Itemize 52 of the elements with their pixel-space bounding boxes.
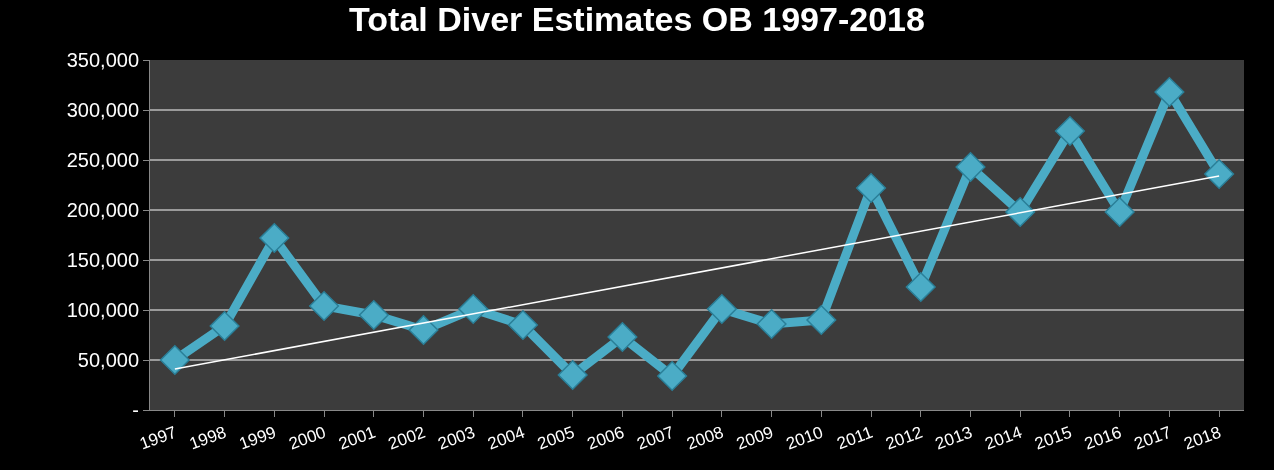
y-tick-label: 250,000 (66, 149, 139, 171)
point (955, 151, 986, 183)
point (607, 321, 638, 353)
x-tick-label: 2016 (1081, 422, 1124, 454)
point (358, 299, 389, 331)
y-tick-label: 100,000 (66, 299, 139, 321)
point (1204, 158, 1235, 190)
point (806, 304, 837, 336)
point (905, 271, 936, 303)
x-tick-label: 2008 (684, 422, 727, 454)
point (756, 308, 787, 340)
point (1104, 196, 1135, 228)
x-tick-label: 2006 (584, 422, 627, 454)
point (259, 222, 290, 254)
x-tick-label: 1998 (186, 422, 229, 454)
x-tick-label: 2013 (932, 422, 975, 454)
x-tick-label: 2012 (883, 422, 926, 454)
y-tick-label: 200,000 (66, 199, 139, 221)
y-tick-label: 300,000 (66, 99, 139, 121)
point (309, 290, 340, 322)
y-tick-label: 350,000 (66, 49, 139, 71)
x-tick-label: 2009 (733, 422, 776, 454)
x-tick-label: 2000 (286, 422, 329, 454)
point (507, 309, 538, 341)
x-tick-label: 2017 (1131, 422, 1174, 454)
x-tick-label: 2010 (783, 422, 826, 454)
point (458, 293, 489, 325)
y-tick-label: 150,000 (66, 249, 139, 271)
y-tick-label: - (132, 399, 139, 421)
point (408, 314, 439, 346)
x-tick-label: 2004 (485, 422, 528, 454)
x-tick-label: 2014 (982, 422, 1025, 454)
x-tick-label: 2002 (385, 422, 428, 454)
point (159, 344, 190, 376)
x-tick-label: 2018 (1181, 422, 1224, 454)
point (657, 360, 688, 392)
point (1054, 115, 1085, 147)
x-tick-label: 1999 (236, 422, 279, 454)
x-tick-label: 2015 (1032, 422, 1075, 454)
y-tick-label: 50,000 (77, 349, 139, 371)
x-tick-label: 2005 (534, 422, 577, 454)
point (856, 172, 887, 204)
point (1154, 76, 1185, 108)
x-tick-label: 2007 (634, 422, 677, 454)
x-tick-label: 2011 (834, 422, 876, 454)
x-tick-label: 2003 (435, 422, 478, 454)
point (557, 359, 588, 391)
x-tick-label: 2001 (336, 422, 379, 454)
x-tick-label: 1997 (137, 422, 180, 454)
chart-title: Total Diver Estimates OB 1997-2018 (349, 0, 925, 38)
point (209, 310, 240, 342)
point (706, 293, 737, 325)
